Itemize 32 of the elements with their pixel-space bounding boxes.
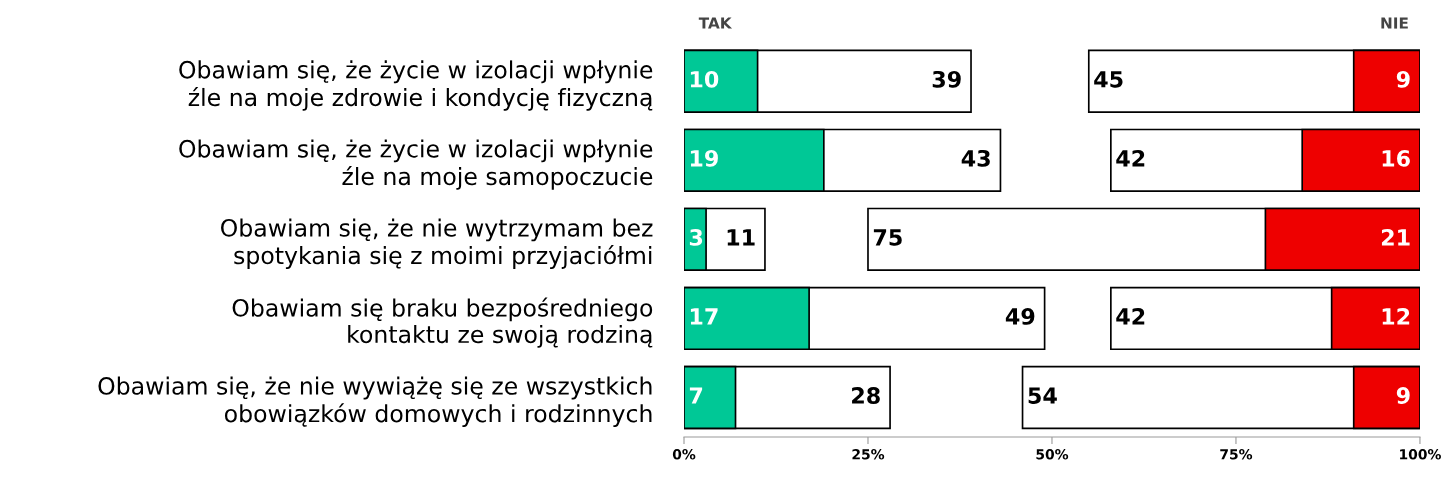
x-tick-label: 25% (852, 449, 885, 460)
data-label: 21 (1381, 228, 1410, 246)
data-label: 10 (690, 70, 719, 88)
data-label: 39 (932, 70, 961, 88)
data-label: 11 (727, 229, 755, 246)
data-label: 19 (690, 149, 718, 167)
data-label: 42 (1116, 149, 1145, 167)
text: TAK (698, 17, 733, 29)
data-label: 7 (689, 387, 703, 404)
data-label: 12 (1382, 308, 1410, 325)
data-label: 75 (873, 229, 902, 246)
x-tick-label: 50% (1036, 449, 1069, 460)
data-label: 43 (961, 149, 990, 167)
y-tick-label: Obawiam się, że nie wywiążę się ze wszystkich obowiązków domowych i rodzinnych (98, 376, 652, 428)
x-tick-label: 0% (672, 449, 696, 460)
data-label: 54 (1028, 387, 1057, 404)
data-label: 3 (689, 228, 703, 246)
data-label: 16 (1382, 149, 1410, 167)
y-tick-label: Obawiam się, że życie w izolacji wpłynie źle na moje samopoczucie (179, 139, 653, 190)
data-label: 9 (1396, 387, 1410, 404)
x-tick-label: 75% (1220, 449, 1253, 460)
data-label: 9 (1396, 70, 1410, 88)
y-tick-label: Obawiam się, że nie wytrzymam bez spotykania się z moimi przyjaciółmi (221, 218, 653, 269)
y-tick-label: Obawiam się braku bezpośredniego kontaktu ze swoją rodziną (232, 297, 653, 348)
data-label: 49 (1005, 308, 1035, 325)
x-tick-label: 100% (1400, 449, 1441, 460)
text: NIE (1381, 17, 1408, 29)
data-label: 42 (1116, 308, 1145, 325)
data-label: 17 (690, 308, 718, 325)
y-tick-label: Obawiam się, że życie w izolacji wpłynie źle na moje zdrowie i kondycję fizyczną (179, 60, 653, 111)
data-label: 45 (1094, 71, 1123, 88)
data-label: 28 (852, 387, 880, 404)
